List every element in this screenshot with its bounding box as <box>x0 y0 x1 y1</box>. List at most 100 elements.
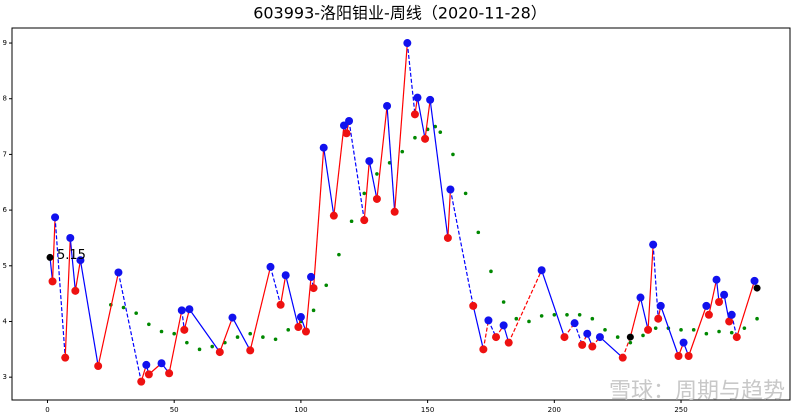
pivot-dot <box>276 300 285 309</box>
x-tick-label: 150 <box>421 406 434 414</box>
price-segment <box>508 269 543 343</box>
price-segment <box>269 266 282 305</box>
pivot-dot <box>644 325 653 334</box>
pivot-dot <box>595 333 604 342</box>
y-tick-label: 6 <box>3 206 8 214</box>
pivot-dot <box>413 93 422 102</box>
price-segment <box>168 310 183 374</box>
ma-dot <box>527 319 531 324</box>
ma-dot <box>742 326 747 330</box>
pivot-dot <box>342 129 351 138</box>
ma-dot <box>653 326 658 330</box>
price-segment <box>449 189 474 307</box>
pivot-dot <box>504 338 513 347</box>
price-segment <box>64 237 71 358</box>
pivot-dot <box>426 95 435 104</box>
price-segment <box>51 217 56 282</box>
ma-dot <box>641 333 645 338</box>
price-segment <box>54 217 66 358</box>
pivot-dot <box>383 101 392 110</box>
pivot-dot <box>94 362 103 371</box>
pivot-dot <box>484 316 493 325</box>
ma-dot <box>577 312 582 317</box>
price-segment <box>333 125 345 216</box>
price-segment <box>639 297 649 330</box>
price-segment <box>74 260 82 291</box>
pivot-dot <box>177 306 186 315</box>
pivot-dot <box>296 313 305 322</box>
pivot-dot <box>329 211 338 220</box>
pivot-dot <box>618 353 627 362</box>
price-segment <box>312 147 325 289</box>
price-segment <box>249 266 272 351</box>
ma-dot <box>704 331 709 336</box>
x-tick-label: 100 <box>294 406 307 414</box>
pivot-dot <box>560 333 569 342</box>
ma-dot <box>147 322 151 327</box>
ma-dot <box>552 312 557 317</box>
ma-dot <box>565 312 569 317</box>
price-segment <box>723 294 730 322</box>
pivot-dot <box>443 233 452 242</box>
price-segment <box>472 305 484 350</box>
ma-dot <box>628 340 633 345</box>
pivot-dot <box>180 325 189 334</box>
ma-dot <box>185 340 189 345</box>
x-tick-label: 50 <box>170 406 179 414</box>
y-tick-label: 8 <box>3 95 7 103</box>
y-tick-label: 4 <box>3 317 8 325</box>
ma-dot <box>691 328 696 332</box>
ma-dot <box>172 331 176 336</box>
pivot-dot <box>294 323 303 332</box>
ma-dot <box>755 316 759 321</box>
pivot-dot <box>185 305 194 314</box>
price-segment <box>647 244 654 330</box>
ma-dot <box>159 329 164 334</box>
ma-dot <box>324 283 329 288</box>
pivot-dot <box>76 256 85 265</box>
price-segment <box>629 297 642 338</box>
pivot-dot <box>720 290 729 299</box>
price-segment <box>416 97 426 139</box>
pivot-dot <box>144 370 153 379</box>
price-segment <box>79 260 99 367</box>
pivot-dot <box>48 277 57 286</box>
price-segment <box>188 308 221 353</box>
price-segment <box>708 279 718 315</box>
ma-dot <box>375 172 379 176</box>
price-segment <box>386 105 396 212</box>
pivot-dot <box>61 353 70 362</box>
price-segment <box>117 272 142 382</box>
price-segment <box>660 305 680 357</box>
price-segment <box>482 320 490 350</box>
pivot-dot <box>588 342 597 351</box>
watermark: 雪球：周期与趋势 <box>609 379 785 404</box>
price-segment <box>285 275 299 328</box>
pivot-dot <box>656 301 665 310</box>
price-segment <box>97 272 120 367</box>
pivot-dot <box>421 134 430 143</box>
pivot-dot <box>365 157 374 166</box>
pivot-dot <box>654 314 663 323</box>
pivot-dot <box>46 253 54 261</box>
pivot-dot <box>704 310 713 319</box>
value-annotation: 5.15 <box>57 248 86 263</box>
x-tick-label: 200 <box>548 406 561 414</box>
pivot-dot <box>727 310 736 319</box>
pivot-dot <box>142 360 151 369</box>
pivot-dot <box>228 313 237 322</box>
pivot-dot <box>319 143 328 152</box>
price-segment <box>429 99 449 239</box>
ma-dot <box>362 191 367 196</box>
pivot-dot <box>679 338 688 347</box>
pivot-dot <box>750 276 759 285</box>
x-tick-label: 250 <box>674 406 687 414</box>
ma-dot <box>679 328 683 332</box>
pivot-dot <box>583 329 592 338</box>
ma-dot <box>590 316 595 321</box>
pivot-dot <box>649 240 658 249</box>
ma-dot <box>514 316 519 321</box>
price-segment <box>348 120 365 221</box>
price-segment <box>280 275 287 305</box>
